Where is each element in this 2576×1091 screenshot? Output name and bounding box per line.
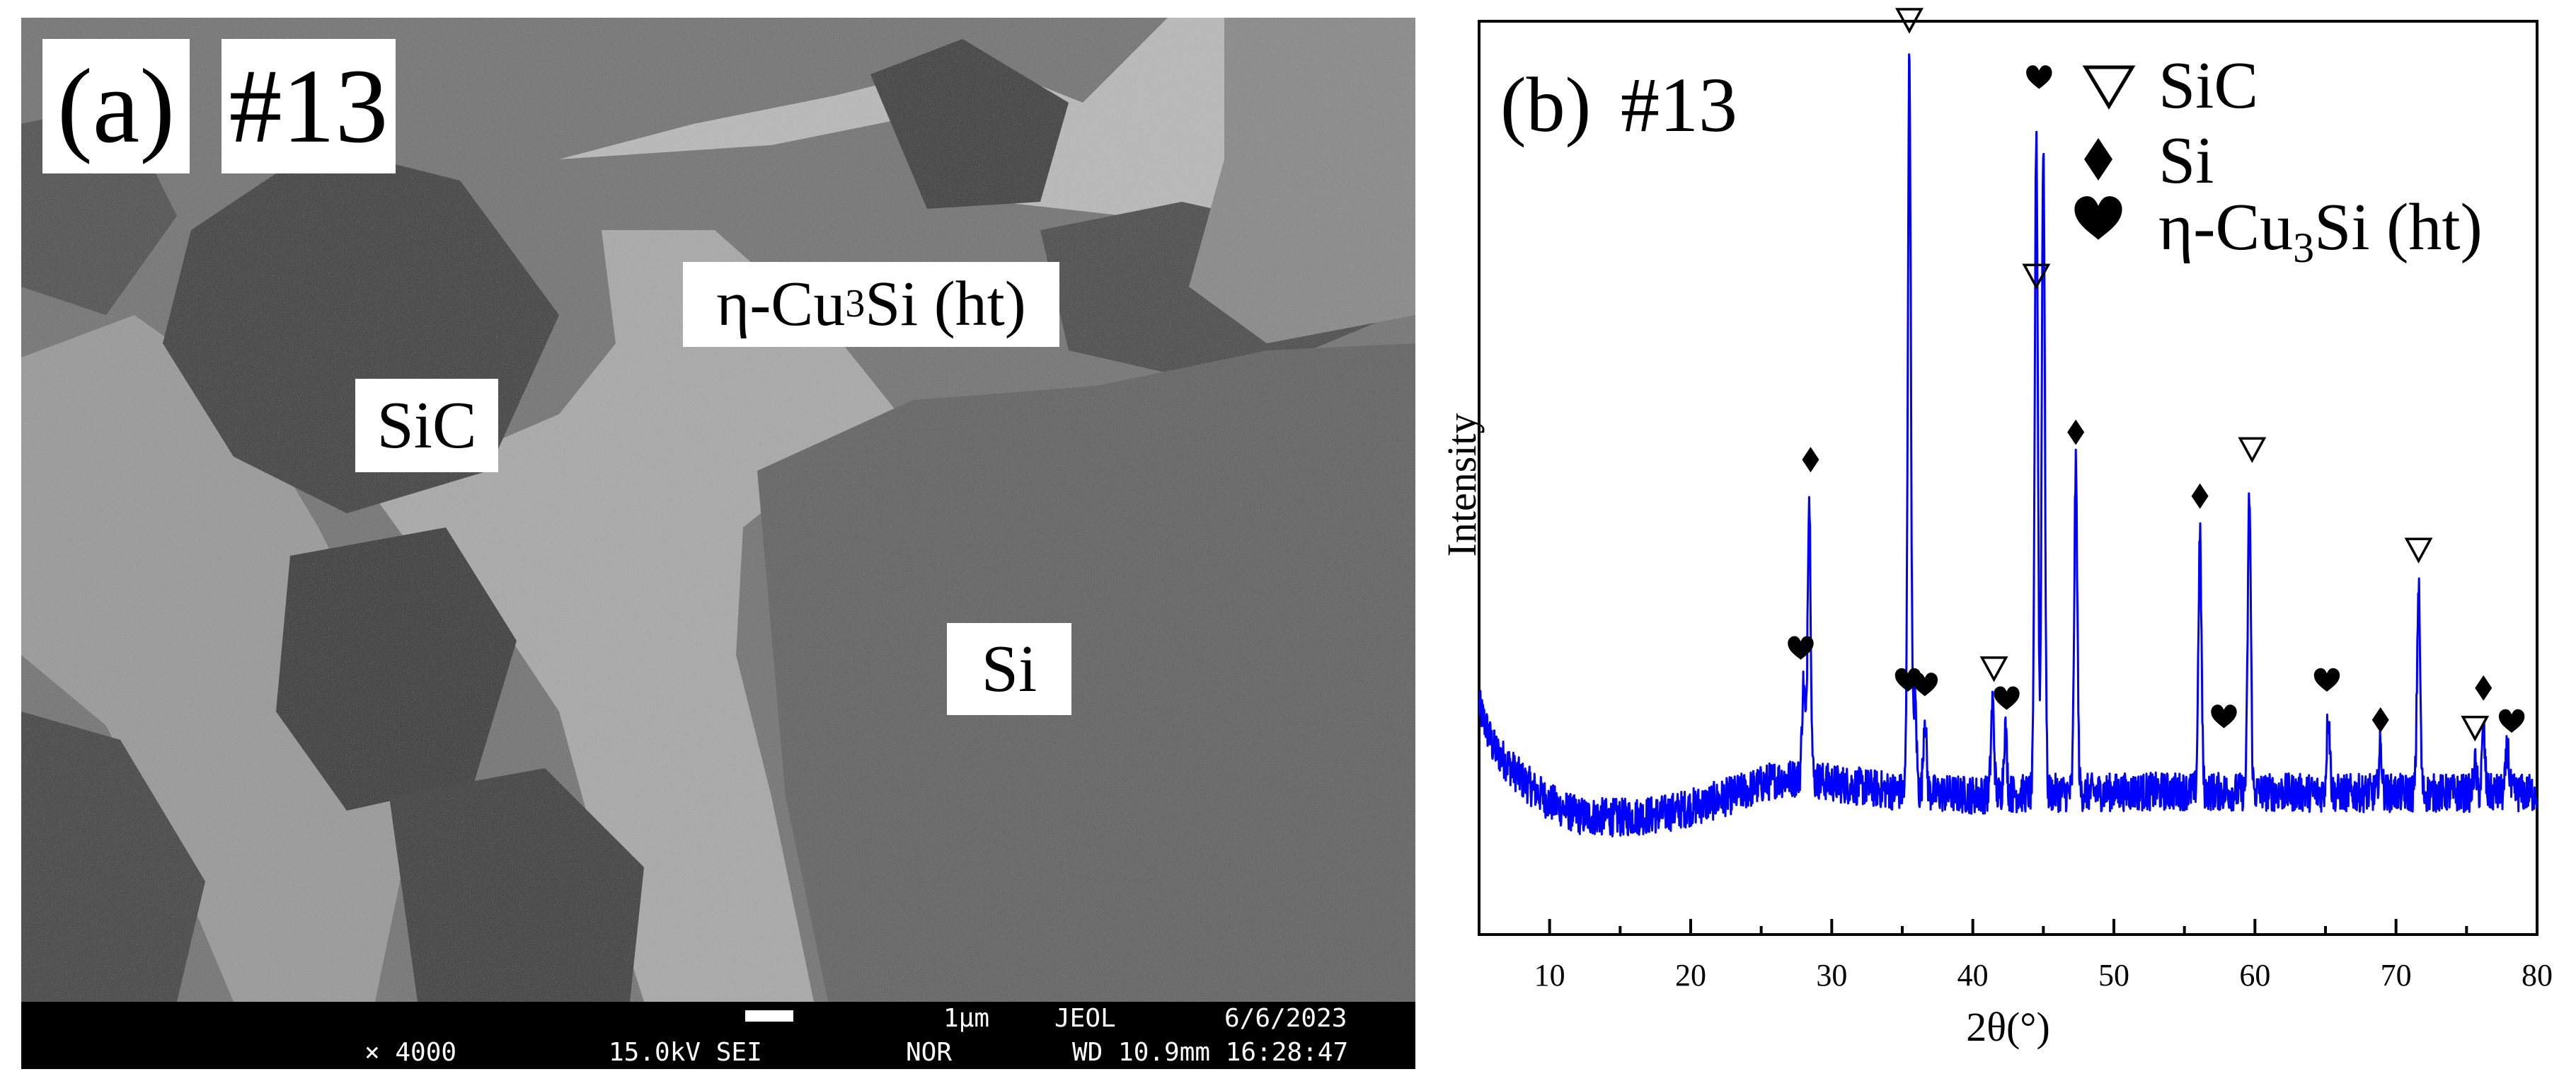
sic-peak-marker [1979, 656, 2008, 682]
phase-label-sic: SiC [355, 379, 498, 472]
xrd-curve-layer [1478, 53, 2538, 838]
legend-label-cu3si-prefix: η-Cu [2158, 190, 2293, 264]
legend-item-sic: SiC [2082, 49, 2258, 122]
cu3si-peak-marker [1994, 686, 2020, 710]
cu3si-peak-marker [2026, 65, 2052, 89]
cu3si-peak-marker [2498, 709, 2525, 733]
phase-label-cu3si-suffix: Si (ht) [865, 269, 1026, 339]
y-axis-label: Intensity [1439, 413, 1485, 557]
si-peak-marker [1802, 447, 1819, 473]
peak-marker-layer [1788, 8, 2525, 742]
cu3si-peak-marker [1911, 673, 1938, 697]
accelerating-voltage: 15.0kV SEI [609, 1038, 762, 1067]
panel-b-letter: (b) [1500, 62, 1591, 148]
scale-bar-length: 1μm [943, 1004, 990, 1033]
sic-peak-marker [2404, 537, 2433, 564]
magnification: × 4000 [364, 1038, 457, 1067]
plot-area-border [1478, 20, 2538, 936]
sem-micrograph-image [21, 18, 1415, 1002]
x-tick-label: 70 [2381, 958, 2412, 993]
legend-label-cu3si-subscript: 3 [2293, 224, 2314, 271]
sic-peak-marker [2022, 263, 2051, 290]
si-peak-marker [2371, 707, 2389, 733]
sic-peak-marker [2461, 716, 2490, 742]
phase-label-cu3si: η-Cu 3 Si (ht) [683, 262, 1059, 347]
sic-peak-marker [1895, 8, 1924, 34]
x-axis-label: 2θ(°) [1966, 1004, 2050, 1050]
x-tick-label: 20 [1675, 958, 1706, 993]
si-peak-marker [2191, 483, 2209, 509]
si-peak-marker [2067, 419, 2085, 445]
panel-a-letter: (a) [42, 39, 190, 173]
panel-b-sample-id: #13 [1621, 62, 1737, 148]
x-tick-label: 40 [1957, 958, 1989, 993]
legend-filled-heart-icon [2074, 196, 2122, 240]
sem-info-bar: 1μm JEOL 6/6/2023 × 4000 15.0kV SEI NOR … [21, 1002, 1415, 1069]
working-distance-time: WD 10.9mm 16:28:47 [1072, 1038, 1349, 1067]
xrd-chart: 10 20 30 40 50 60 70 80 (b) #13 SiC Si η-Cu3Si … [1439, 8, 2553, 1050]
sem-micrograph-panel: (a) #13 η-Cu 3 Si (ht) SiC Si 1μm JEOL 6/6… [21, 18, 1415, 1069]
phase-label-cu3si-prefix: η-Cu [716, 269, 846, 339]
phase-label-cu3si-subscript: 3 [845, 282, 866, 326]
scan-mode: NOR [906, 1038, 953, 1067]
legend-filled-diamond-icon [2084, 138, 2112, 181]
x-tick-label: 80 [2522, 958, 2553, 993]
x-tick-label: 50 [2098, 958, 2129, 993]
cu3si-peak-marker [2313, 668, 2340, 692]
x-tick-label: 10 [1534, 958, 1565, 993]
cu3si-peak-marker [2211, 704, 2237, 729]
phase-label-si: Si [947, 623, 1071, 715]
sic-peak-marker [2238, 437, 2267, 463]
legend-label-cu3si: η-Cu3Si (ht) [2158, 190, 2483, 271]
x-axis-ticks: 10 20 30 40 50 60 70 80 [1478, 919, 2553, 993]
legend-open-triangle-icon [2082, 65, 2136, 110]
cu3si-peak-marker [1788, 636, 1814, 660]
instrument-vendor: JEOL [1054, 1004, 1116, 1033]
x-tick-label: 60 [2239, 958, 2270, 993]
xrd-pattern-line [1478, 53, 2538, 838]
plot-frame [1478, 20, 2538, 936]
si-peak-marker [2475, 675, 2492, 701]
panel-a-sample-id: #13 [222, 39, 396, 173]
legend-label-cu3si-suffix: Si (ht) [2314, 190, 2483, 264]
legend: SiC Si η-Cu3Si (ht) [2074, 49, 2483, 271]
acquisition-date: 6/6/2023 [1224, 1004, 1347, 1033]
legend-label-si: Si [2158, 124, 2214, 198]
xrd-chart-panel: 10 20 30 40 50 60 70 80 (b) #13 SiC Si η-Cu3Si … [1439, 0, 2576, 1091]
scale-bar [745, 1010, 793, 1022]
legend-item-cu3si: η-Cu3Si (ht) [2074, 190, 2483, 271]
legend-label-sic: SiC [2158, 49, 2258, 122]
legend-item-si: Si [2084, 124, 2214, 198]
x-tick-label: 30 [1816, 958, 1847, 993]
